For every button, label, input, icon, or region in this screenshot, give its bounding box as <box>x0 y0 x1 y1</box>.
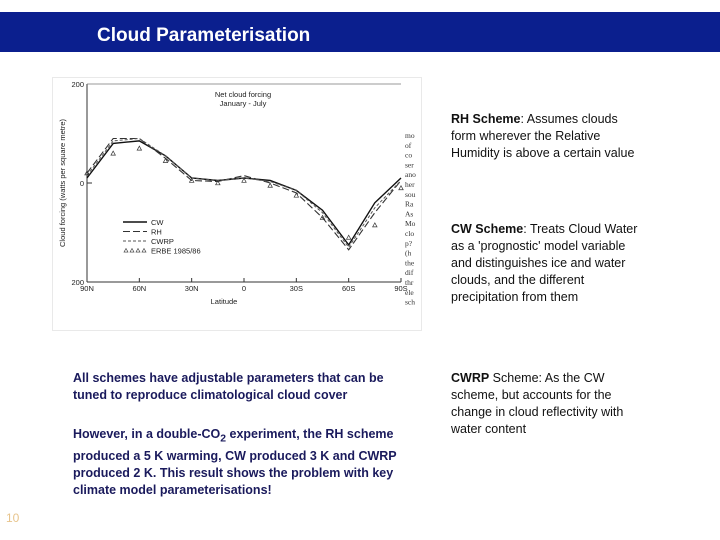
chart-figure: 200 0 200 90N 60N 30N 0 30S 60S 90S Latitude Cloud … <box>53 78 421 330</box>
x-tick-label: 30N <box>185 284 199 293</box>
y-axis-label: Cloud forcing (watts per square metre) <box>58 119 67 247</box>
series-point-erbe-1985-86 <box>110 150 116 156</box>
y-tick-label: 200 <box>71 80 84 89</box>
cwrp-scheme-text: CWRP Scheme: As the CW scheme, but accou… <box>451 370 641 438</box>
series-point-erbe-1985-86 <box>215 180 221 186</box>
side-text-fragment: clo <box>405 229 414 238</box>
side-text-fragment: the <box>405 258 415 267</box>
cwrp-scheme-name: CWRP <box>451 371 490 385</box>
side-text-fragment: sou <box>405 190 416 199</box>
series-point-erbe-1985-86 <box>319 214 326 220</box>
chart-title: Net cloud forcing <box>215 90 271 99</box>
side-text-fragment: ano <box>405 170 416 179</box>
legend-label-cwrp: CWRP <box>151 237 174 246</box>
note-double-co2: However, in a double-CO2 experiment, the… <box>73 426 418 499</box>
side-text-fragment: Ra <box>405 200 414 209</box>
side-text-fragment: of <box>405 141 412 150</box>
legend-marker-erbe-1985-86 <box>135 247 141 253</box>
series-point-erbe-1985-86 <box>188 177 195 183</box>
series-point-erbe-1985-86 <box>84 170 90 176</box>
y-tick-label: 0 <box>80 179 84 188</box>
cw-scheme-text: CW Scheme: Treats Cloud Water as a 'prog… <box>451 221 641 306</box>
side-text-fragment: Mo <box>405 219 416 228</box>
x-axis-label: Latitude <box>211 297 238 306</box>
cwrp-scheme-description: Scheme: As the CW scheme, but accounts f… <box>451 371 624 436</box>
co2-subscript: 2 <box>220 433 227 445</box>
series-point-erbe-1985-86 <box>398 185 404 191</box>
note-double-co2-end: experiment, the RH scheme produced a 5 K… <box>73 427 397 497</box>
side-text-fragment: her <box>405 180 415 189</box>
x-tick-label: 30S <box>290 284 303 293</box>
side-text-fragment: ele <box>405 288 414 297</box>
chart-subtitle: January - July <box>220 99 267 108</box>
x-tick-label: 90N <box>80 284 94 293</box>
series-line-cw <box>86 140 402 247</box>
series-point-erbe-1985-86 <box>267 182 273 188</box>
side-text-fragment: p? <box>405 239 413 248</box>
legend-marker-erbe-1985-86 <box>141 247 147 253</box>
legend-label-erbe-1985-86: ERBE 1985/86 <box>151 247 201 256</box>
side-text-fragment: sch <box>405 298 415 307</box>
slide-number: 10 <box>6 511 20 525</box>
side-text-fragment: As <box>405 209 413 218</box>
side-text-fragment: thr <box>405 278 414 287</box>
series-point-erbe-1985-86 <box>293 192 300 198</box>
rh-scheme-description: : Assumes clouds form wherever the Relat… <box>451 112 635 160</box>
legend-marker-erbe-1985-86 <box>129 247 135 253</box>
rh-scheme-text: RH Scheme: Assumes clouds form wherever … <box>451 111 641 162</box>
cw-scheme-name: CW Scheme <box>451 222 524 236</box>
note-adjustable-parameters: All schemes have adjustable parameters t… <box>73 371 384 402</box>
series-point-erbe-1985-86 <box>372 222 378 228</box>
series-point-erbe-1985-86 <box>136 145 143 151</box>
series-point-erbe-1985-86 <box>162 157 169 163</box>
legend-label-rh: RH <box>151 228 162 237</box>
x-tick-label: 0 <box>242 284 246 293</box>
side-text-fragment: (h <box>405 249 411 258</box>
series-point-erbe-1985-86 <box>345 234 352 240</box>
series-point-erbe-1985-86 <box>241 177 247 183</box>
side-text-fragment: ser <box>405 160 414 169</box>
rh-scheme-name: RH Scheme <box>451 112 521 126</box>
page-title: Cloud Parameterisation <box>97 25 311 46</box>
x-tick-label: 90S <box>394 284 407 293</box>
x-tick-label: 60N <box>132 284 146 293</box>
side-text-fragment: co <box>405 151 412 160</box>
title-bar <box>0 12 720 52</box>
note-double-co2-start: However, in a double-CO <box>73 427 221 441</box>
y-tick-label: 200 <box>71 278 84 287</box>
series-line-rh <box>86 137 402 251</box>
side-text-fragment: dif <box>405 268 414 277</box>
cw-scheme-description: : Treats Cloud Water as a 'prognostic' m… <box>451 222 638 304</box>
x-tick-label: 60S <box>342 284 355 293</box>
legend-label-cw: CW <box>151 218 164 227</box>
side-text-fragment: mo <box>405 131 415 140</box>
legend-marker-erbe-1985-86 <box>123 247 129 253</box>
